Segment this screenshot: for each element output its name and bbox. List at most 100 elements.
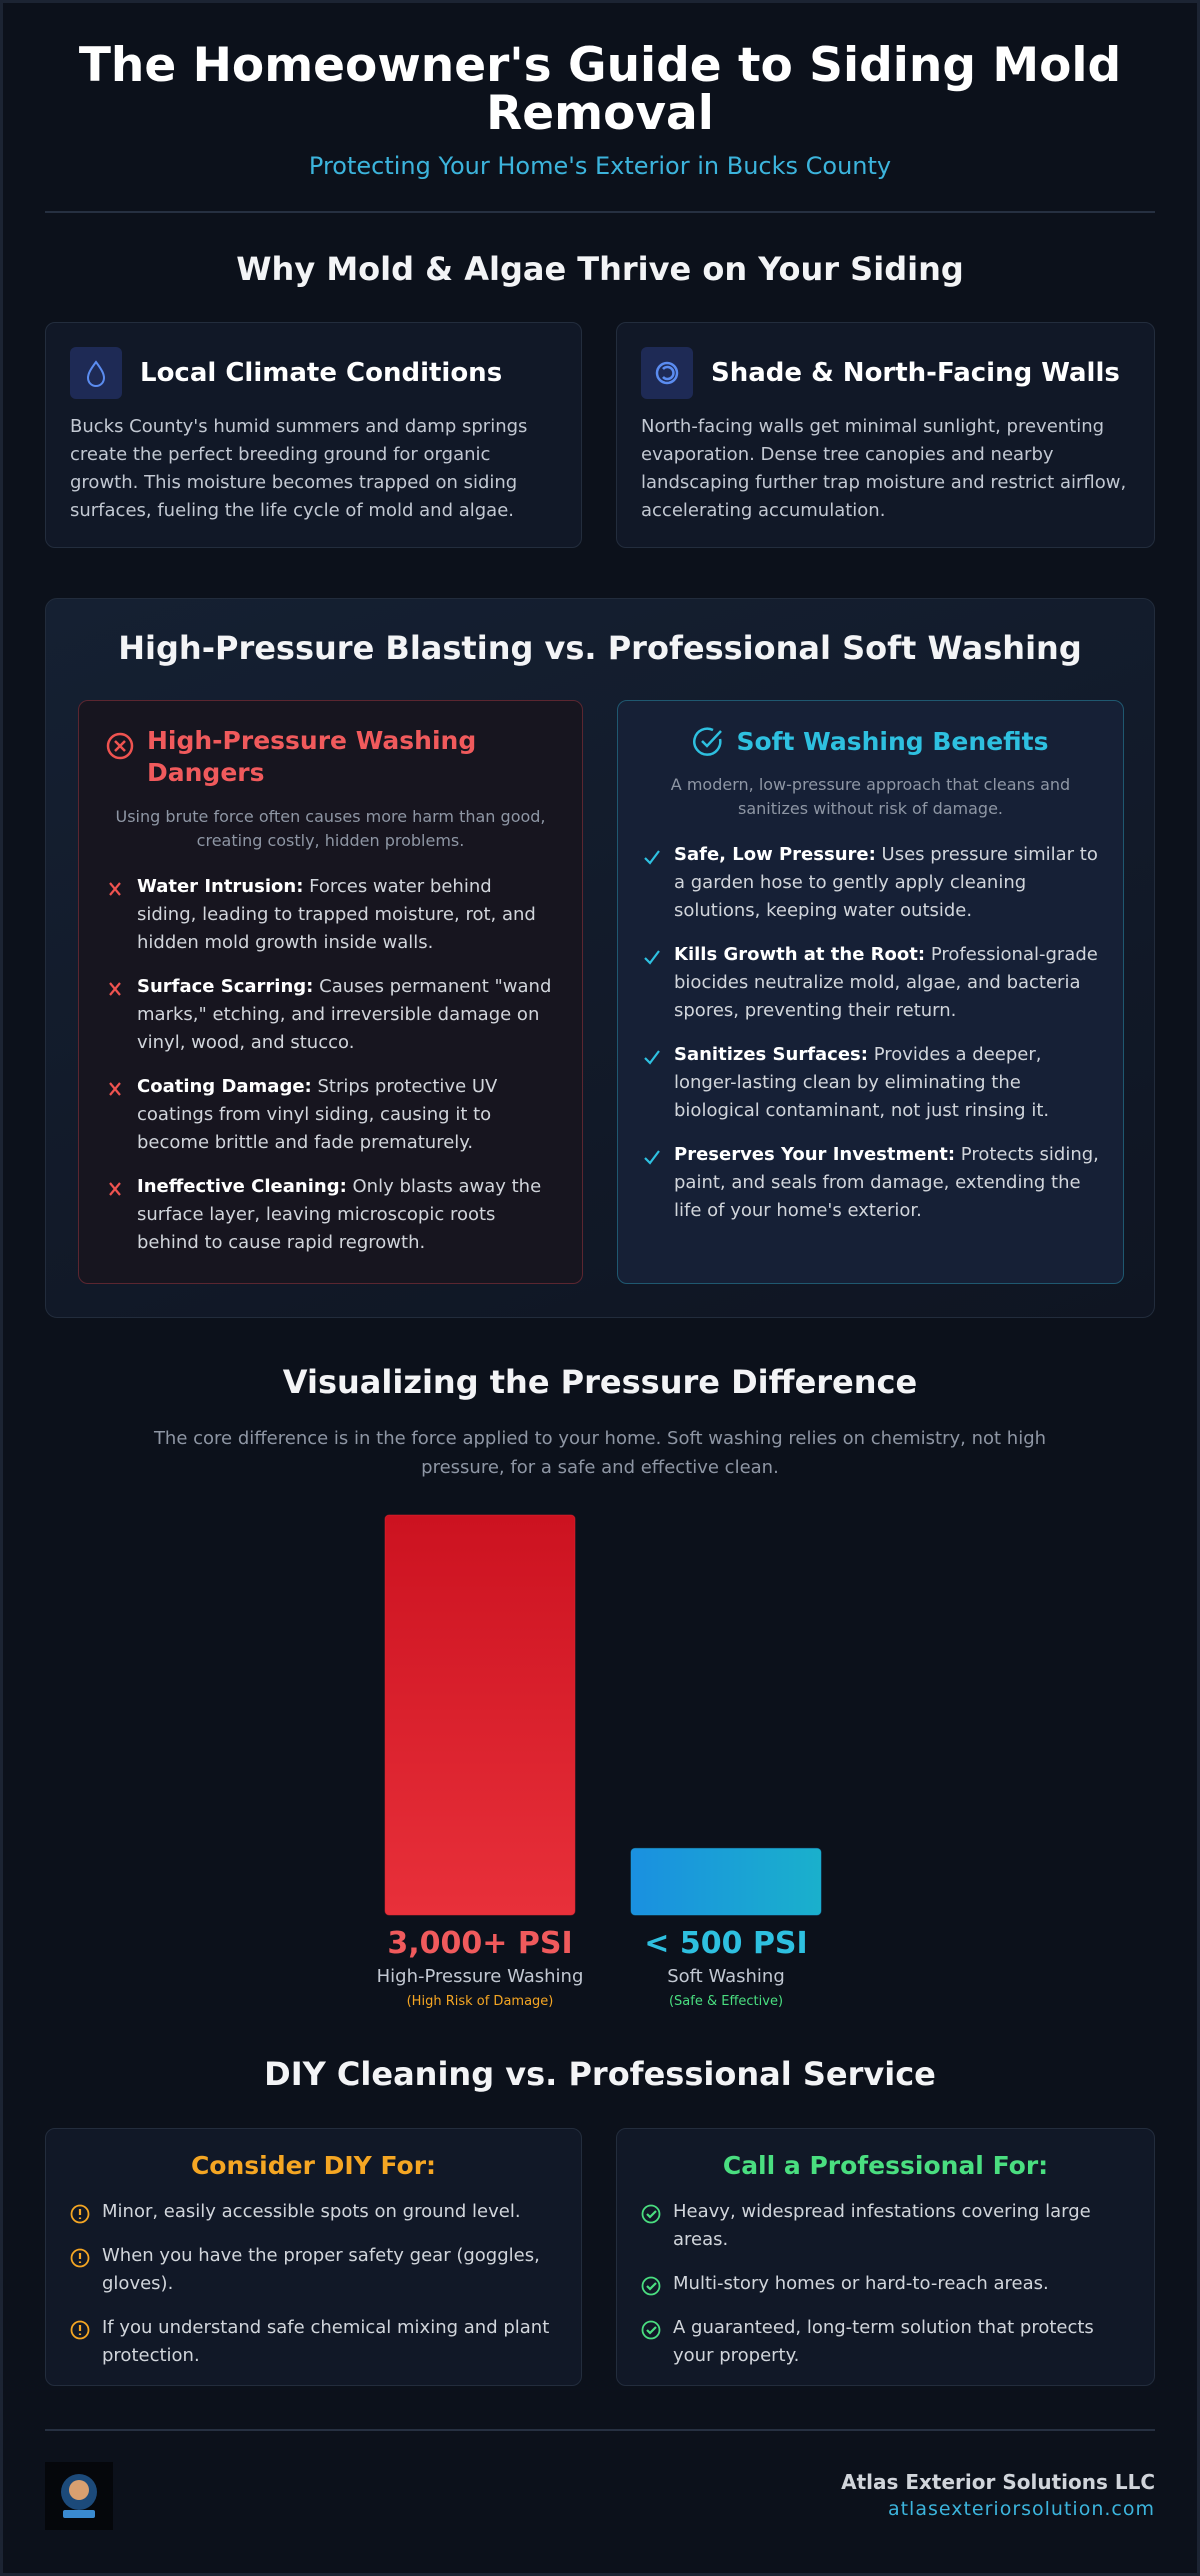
list-item: A guaranteed, long-term solution that pr… [641, 2314, 1130, 2370]
company: Atlas Exterior Solutions LLC [841, 2470, 1155, 2494]
item-title: Water Intrusion: [137, 876, 304, 897]
url: atlasexteriorsolution.com [887, 2498, 1155, 2520]
item-body: Strips protective UV coatings from vinyl… [137, 1076, 498, 1153]
icon [109, 1182, 121, 1196]
item-text: Water Intrusion: Forces water behind sid… [137, 873, 556, 957]
icon-ring [70, 2320, 90, 2340]
item-body: Causes permanent "wand marks," etching, … [137, 976, 552, 1053]
icon-glyph [644, 950, 660, 965]
category-label: Soft Washing [667, 1966, 785, 1987]
card-title: Local Climate Conditions [140, 358, 503, 388]
card-title: Call a Professional For: [722, 2151, 1049, 2180]
item-title: Sanitizes Surfaces: [674, 1044, 868, 1065]
note: (Safe & Effective) [669, 1994, 783, 2009]
item-title: Ineffective Cleaning: [137, 1176, 347, 1197]
icon [644, 950, 660, 965]
item-text: Ineffective Cleaning: Only blasts away t… [137, 1173, 556, 1257]
list-item: Minor, easily accessible spots on ground… [70, 2198, 557, 2226]
icon [106, 732, 134, 760]
title: The Homeowner's Guide to Siding Mold Rem… [78, 38, 1122, 141]
item-title: Coating Damage: [137, 1076, 312, 1097]
divider [45, 211, 1155, 213]
card-text: Bucks County's humid summers and damp sp… [70, 416, 528, 521]
icon [70, 2248, 90, 2268]
item-body: Professional-grade biocides neutralize m… [674, 944, 1098, 1021]
icon [641, 2204, 661, 2224]
item-text: Preserves Your Investment: Protects sidi… [674, 1141, 1099, 1225]
item-body: Protects siding, paint, and seals from d… [674, 1144, 1099, 1221]
cause-card: Shade & North-Facing Walls North-facing … [616, 322, 1155, 548]
footer: Atlas Exterior Solutions LLC atlasexteri… [841, 2470, 1155, 2520]
list: Minor, easily accessible spots on ground… [70, 2198, 557, 2370]
chart-subtitle: The core difference is in the force appl… [153, 1428, 1047, 1478]
value-label: 3,000+ PSI [387, 1926, 572, 1961]
list: Heavy, widespread infestations covering … [641, 2198, 1130, 2370]
item-text: Minor, easily accessible spots on ground… [102, 2201, 521, 2222]
item-title: Preserves Your Investment: [674, 1144, 956, 1165]
section-heading: DIY Cleaning vs. Professional Service [264, 2055, 936, 2093]
list-item: Sanitizes Surfaces: Provides a deeper, l… [642, 1041, 1099, 1125]
item-title: Kills Growth at the Root: [674, 944, 926, 965]
icon [641, 2276, 661, 2296]
item-text: Safe, Low Pressure: Uses pressure simila… [674, 841, 1099, 925]
item-body: Provides a deeper, longer-lasting clean … [674, 1044, 1050, 1121]
icon [70, 347, 122, 399]
dangers-card: High-Pressure Washing Dangers Using brut… [78, 700, 583, 1284]
category-label: High-Pressure Washing [377, 1966, 584, 1987]
subtitle: Protecting Your Home's Exterior in Bucks… [308, 152, 892, 180]
list-item: Surface Scarring: Causes permanent "wand… [105, 973, 556, 1057]
card-title: Soft Washing Benefits [736, 726, 1049, 756]
list: Water Intrusion: Forces water behind sid… [105, 873, 556, 1257]
pro-card: Call a Professional For: Heavy, widespre… [616, 2128, 1155, 2386]
card-intro: Using brute force often causes more harm… [115, 807, 546, 850]
item-text: Surface Scarring: Causes permanent "wand… [137, 973, 556, 1057]
card-text: North-facing walls get minimal sunlight,… [641, 416, 1127, 521]
icon-ring [70, 2204, 90, 2224]
icon [109, 982, 121, 996]
card-title: High-Pressure Washing Dangers [147, 726, 477, 787]
icon-glyph [644, 1050, 660, 1065]
item-text: If you understand safe chemical mixing a… [102, 2317, 550, 2366]
benefits-card: Soft Washing Benefits A modern, low-pres… [617, 700, 1124, 1284]
icon-ring [641, 2276, 661, 2296]
item-text: Multi-story homes or hard-to-reach areas… [673, 2273, 1049, 2294]
item-body: Uses pressure similar to a garden hose t… [674, 844, 1098, 921]
icon [70, 2204, 90, 2224]
header: The Homeowner's Guide to Siding Mold Rem… [60, 38, 1140, 181]
list-item: Ineffective Cleaning: Only blasts away t… [105, 1173, 556, 1257]
item-text: Sanitizes Surfaces: Provides a deeper, l… [674, 1041, 1099, 1125]
item-body: Only blasts away the surface layer, leav… [137, 1176, 542, 1253]
icon-glyph [644, 850, 660, 865]
list-item: Kills Growth at the Root: Professional-g… [642, 941, 1099, 1025]
icon-glyph [109, 1182, 121, 1196]
icon [644, 1050, 660, 1065]
divider [45, 2429, 1155, 2431]
cause-card: Local Climate Conditions Bucks County's … [45, 322, 582, 548]
list-item: Preserves Your Investment: Protects sidi… [642, 1141, 1099, 1225]
bar [384, 1514, 576, 1916]
icon-glyph [646, 2326, 657, 2335]
list-item: If you understand safe chemical mixing a… [70, 2314, 557, 2370]
section-heading: High-Pressure Blasting vs. Professional … [118, 629, 1082, 667]
icon-ring [641, 2204, 661, 2224]
icon-glyph [109, 982, 121, 996]
item-title: Safe, Low Pressure: [674, 844, 876, 865]
icon-glyph [109, 882, 121, 896]
section-heading: Why Mold & Algae Thrive on Your Siding [236, 250, 964, 288]
list: Safe, Low Pressure: Uses pressure simila… [642, 841, 1099, 1225]
icon [644, 850, 660, 865]
icon-ring [70, 2248, 90, 2268]
card-intro: A modern, low-pressure approach that cle… [670, 775, 1071, 818]
list-item: Safe, Low Pressure: Uses pressure simila… [642, 841, 1099, 925]
icon [641, 2320, 661, 2340]
icon-glyph [646, 2210, 657, 2219]
icon [641, 347, 693, 399]
icon-glyph [646, 2282, 657, 2291]
diy-card: Consider DIY For: Minor, easily accessib… [45, 2128, 582, 2386]
value-label: < 500 PSI [644, 1926, 807, 1961]
list-item: Heavy, widespread infestations covering … [641, 2198, 1130, 2254]
icon-glyph [644, 1150, 660, 1165]
card-title: Shade & North-Facing Walls [711, 358, 1120, 388]
icon [109, 1082, 121, 1096]
icon-ring [641, 2320, 661, 2340]
